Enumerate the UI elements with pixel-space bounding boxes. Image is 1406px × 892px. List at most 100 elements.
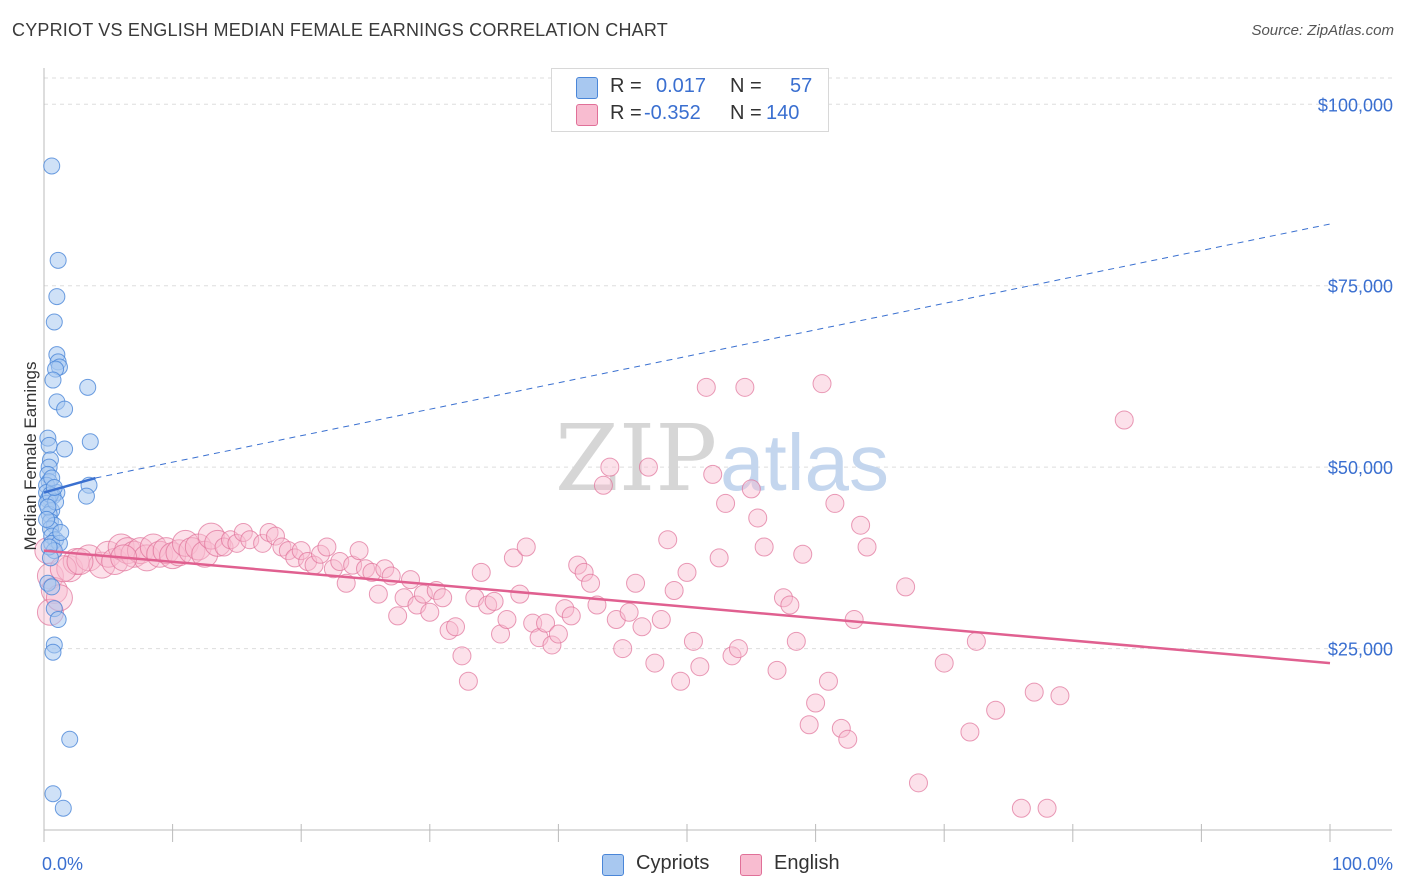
english-point	[471, 562, 491, 582]
english-point	[536, 613, 556, 633]
english-point	[593, 475, 613, 495]
cypriots-swatch	[602, 854, 624, 876]
english-point	[259, 522, 279, 542]
english-point	[703, 464, 723, 484]
cypriot-point	[54, 799, 72, 817]
legend-r-value: 0.017	[656, 75, 707, 97]
legend-n-label: N =	[730, 102, 762, 124]
cypriot-point	[38, 510, 56, 528]
english-point	[786, 631, 806, 651]
english-point	[420, 602, 440, 622]
tick-labels: $25,000 $50,000 $75,000 $100,000 0.0% 100.0%	[42, 95, 1393, 874]
cypriot-trend-dashed	[95, 223, 1331, 479]
english-point	[716, 493, 736, 513]
english-point	[310, 544, 330, 564]
english-point	[632, 617, 652, 637]
cypriot-point	[49, 251, 67, 269]
cypriot-point	[43, 578, 61, 596]
english-point	[497, 610, 517, 630]
english-point	[696, 377, 716, 397]
english-point	[484, 591, 504, 611]
english-point	[317, 537, 337, 557]
english-point	[1114, 410, 1134, 430]
legend-swatch-blue	[576, 77, 598, 99]
cypriot-trend-solid	[43, 476, 96, 494]
legend-r-label: R =	[610, 75, 642, 97]
english-point	[204, 529, 232, 557]
english-point	[368, 584, 388, 604]
english-point	[491, 624, 511, 644]
english-point	[671, 671, 691, 691]
english-point	[838, 729, 858, 749]
english-point	[285, 548, 305, 568]
cypriot-point	[45, 313, 63, 331]
english-point	[323, 559, 343, 579]
english-point	[773, 588, 793, 608]
trend-lines	[43, 223, 1331, 665]
english-point	[349, 541, 369, 561]
correlation-legend: R = 0.017 N = 57 R = -0.352 N = 140	[551, 68, 829, 132]
english-point	[664, 581, 684, 601]
english-point	[581, 573, 601, 593]
cypriot-point	[44, 643, 62, 661]
english-point	[825, 493, 845, 513]
x-tick-label-end: 100.0%	[1332, 854, 1393, 874]
english-point	[613, 639, 633, 659]
english-point	[555, 599, 575, 619]
english-point	[401, 570, 421, 590]
english-point	[690, 657, 710, 677]
english-point	[446, 617, 466, 637]
english-point	[227, 533, 247, 553]
english-point	[452, 646, 472, 666]
legend-r-label: R =	[610, 102, 642, 124]
cypriot-point	[77, 487, 95, 505]
english-point	[780, 595, 800, 615]
cypriots-label: Cypriots	[636, 852, 710, 874]
legend-n-value: 140	[766, 102, 800, 124]
english-point	[709, 548, 729, 568]
english-point	[388, 606, 408, 626]
english-point	[375, 559, 395, 579]
english-point	[619, 602, 639, 622]
english-point	[677, 562, 697, 582]
legend-row-cypriots: R = 0.017 N = 57	[572, 75, 822, 99]
cypriot-point	[40, 436, 58, 454]
english-point	[831, 718, 851, 738]
english-point	[806, 693, 826, 713]
legend-swatch-pink	[576, 104, 598, 126]
english-point	[638, 457, 658, 477]
cypriot-point	[79, 378, 97, 396]
english-point	[767, 660, 787, 680]
english-point	[728, 639, 748, 659]
english-point	[233, 522, 253, 542]
english-point	[793, 544, 813, 564]
english-point	[818, 671, 838, 691]
y-axis-label: Median Female Earnings	[21, 362, 40, 551]
cypriot-point	[52, 523, 70, 541]
english-point	[439, 620, 459, 640]
english-point	[561, 606, 581, 626]
legend-row-english: R = -0.352 N = 140	[572, 102, 822, 126]
watermark-atlas: atlas	[720, 418, 889, 507]
english-point	[934, 653, 954, 673]
english-point	[510, 584, 530, 604]
cypriot-point	[43, 157, 61, 175]
cypriot-point	[41, 549, 59, 567]
english-point	[574, 562, 594, 582]
english-point	[1011, 798, 1031, 818]
english-point	[272, 537, 292, 557]
x-tick-label-start: 0.0%	[42, 854, 83, 874]
cypriot-point	[44, 371, 62, 389]
english-point	[542, 635, 562, 655]
watermark-zip: ZIP	[555, 405, 717, 512]
english-point	[741, 479, 761, 499]
english-point	[748, 508, 768, 528]
english-point	[844, 610, 864, 630]
english-swatch	[740, 854, 762, 876]
english-point	[503, 548, 523, 568]
english-point	[330, 551, 350, 571]
english-points	[34, 374, 1134, 818]
cypriot-point	[44, 785, 62, 803]
cypriot-point	[56, 400, 74, 418]
